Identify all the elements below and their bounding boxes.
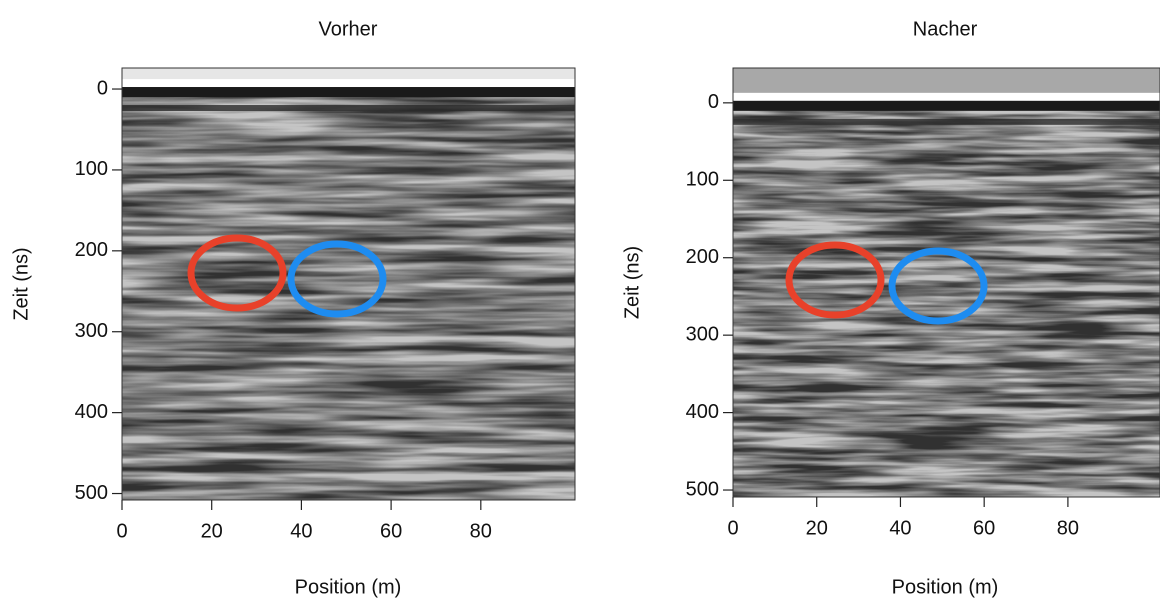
highlight-ellipse (888, 247, 988, 325)
y-tick-label: 100 (75, 158, 108, 180)
x-axis-label: Position (m) (892, 576, 999, 598)
x-tick-label: 40 (889, 517, 911, 539)
x-tick-label: 0 (116, 520, 127, 542)
y-tick-label: 400 (686, 401, 719, 423)
x-tick-label: 60 (380, 520, 402, 542)
surface-band (733, 68, 1160, 97)
surface-dark-2 (733, 118, 1160, 125)
highlight-ellipse (287, 240, 387, 318)
chart-title: Vorher (319, 18, 378, 40)
surface-dark (122, 87, 575, 98)
chart-title: Nacher (913, 18, 978, 40)
x-axis-label: Position (m) (295, 576, 402, 598)
highlight-ellipse (187, 234, 287, 312)
y-tick-label: 400 (75, 401, 108, 423)
y-tick-label: 300 (686, 323, 719, 345)
y-tick-label: 200 (686, 246, 719, 268)
y-tick-label: 500 (686, 478, 719, 500)
y-axis-label: Zeit (ns) (621, 246, 643, 319)
plot-frame (121, 67, 576, 501)
x-tick-label: 20 (201, 520, 223, 542)
x-tick-label: 20 (806, 517, 828, 539)
x-tick-label: 40 (290, 520, 312, 542)
y-tick-label: 300 (75, 320, 108, 342)
x-tick-label: 0 (727, 517, 738, 539)
plot-frame (732, 67, 1160, 498)
x-tick-label: 60 (973, 517, 995, 539)
y-tick-label: 200 (75, 239, 108, 261)
y-tick-label: 500 (75, 482, 108, 504)
y-tick-label: 0 (708, 91, 719, 113)
surface-white (122, 79, 575, 88)
highlight-ellipse (785, 241, 885, 319)
y-axis-label: Zeit (ns) (10, 247, 32, 320)
surface-dark (733, 100, 1160, 111)
surface-dark-2 (122, 105, 575, 112)
y-tick-label: 0 (97, 77, 108, 99)
radargram-texture (122, 68, 575, 500)
x-tick-label: 80 (1057, 517, 1079, 539)
x-tick-label: 80 (470, 520, 492, 542)
surface-white (733, 92, 1160, 101)
radargram-texture (733, 68, 1160, 497)
y-tick-label: 100 (686, 169, 719, 191)
